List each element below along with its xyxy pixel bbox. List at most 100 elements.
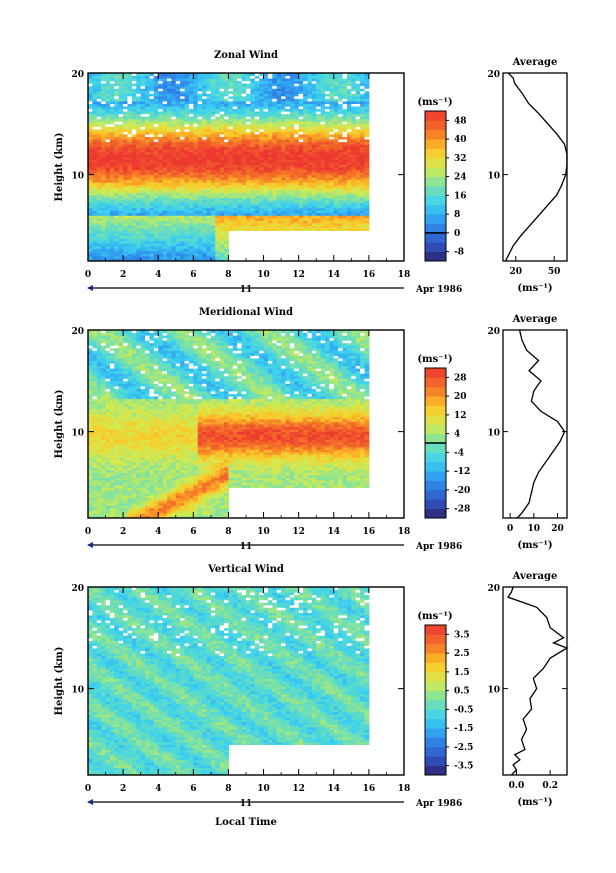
heatmap-cell xyxy=(272,103,278,107)
heatmap-cell xyxy=(153,240,159,244)
heatmap-cell xyxy=(259,103,265,107)
heatmap-cell xyxy=(136,156,142,160)
heatmap-cell xyxy=(92,202,98,206)
heatmap-cell xyxy=(294,177,300,181)
heatmap-cell xyxy=(267,116,273,120)
heatmap-cell xyxy=(114,220,120,224)
heatmap-cell xyxy=(118,222,124,226)
heatmap-cell xyxy=(342,167,348,171)
heatmap-cell xyxy=(303,133,308,138)
heatmap-cell xyxy=(210,194,216,198)
heatmap-cell xyxy=(228,189,234,193)
heatmap-cell xyxy=(162,156,168,160)
heatmap-cell xyxy=(206,200,212,204)
heatmap-cell xyxy=(364,177,370,181)
heatmap-cell xyxy=(158,253,164,257)
heatmap-cell xyxy=(333,95,339,99)
heatmap-cell xyxy=(206,235,212,239)
heatmap-cell xyxy=(228,100,234,104)
heatmap-cell xyxy=(96,235,102,239)
heatmap-cell xyxy=(254,217,260,221)
heatmap-cell xyxy=(311,141,317,145)
heatmap-cell xyxy=(272,215,278,219)
heatmap-cell xyxy=(360,164,365,168)
heatmap-cell xyxy=(241,182,247,186)
heatmap-cell xyxy=(109,88,115,92)
heatmap-cell xyxy=(206,78,212,82)
heatmap-cell xyxy=(167,95,172,99)
heatmap-cell xyxy=(197,207,203,211)
heatmap-cell xyxy=(109,210,115,214)
heatmap-cell xyxy=(259,225,265,229)
heatmap-cell xyxy=(197,164,203,168)
heatmap-cell xyxy=(325,205,330,209)
heatmap-cell xyxy=(175,258,181,262)
heatmap-cell xyxy=(149,215,155,219)
heatmap-cell xyxy=(237,123,243,127)
heatmap-cell xyxy=(346,174,352,178)
heatmap-cell xyxy=(311,184,317,188)
heatmap-cell xyxy=(153,207,159,211)
heatmap-cell xyxy=(215,118,221,122)
heatmap-cell xyxy=(101,146,107,150)
heatmap-cell xyxy=(184,182,190,186)
heatmap-cell xyxy=(355,116,361,120)
heatmap-cell xyxy=(232,167,238,171)
heatmap-cell xyxy=(162,179,168,183)
heatmap-cell xyxy=(228,78,234,82)
heatmap-cell xyxy=(101,373,107,377)
heatmap-cell xyxy=(307,131,313,135)
heatmap-cell xyxy=(101,106,107,110)
heatmap-cell xyxy=(92,418,98,422)
heatmap-cell xyxy=(316,103,322,107)
heatmap-cell xyxy=(355,93,361,97)
heatmap-cell xyxy=(193,136,199,140)
heatmap-cell xyxy=(338,194,344,198)
heatmap-cell xyxy=(145,245,150,249)
heatmap-cell xyxy=(325,139,330,143)
heatmap-cell xyxy=(145,248,150,252)
heatmap-cell xyxy=(228,164,234,168)
heatmap-cell xyxy=(351,90,357,94)
heatmap-cell xyxy=(206,258,212,262)
heatmap-cell xyxy=(232,131,238,135)
heatmap-cell xyxy=(92,174,98,178)
heatmap-cell xyxy=(109,497,115,501)
heatmap-cell xyxy=(342,227,348,232)
heatmap-cell xyxy=(171,248,177,252)
heatmap-cell xyxy=(289,177,295,181)
heatmap-cell xyxy=(158,151,164,155)
heatmap-cell xyxy=(140,139,146,143)
heatmap-cell xyxy=(162,149,168,153)
heatmap-cell xyxy=(88,398,93,402)
heatmap-cell xyxy=(162,75,168,79)
heatmap-cell xyxy=(118,500,124,504)
heatmap-cell xyxy=(267,161,273,165)
heatmap-cell xyxy=(272,75,278,79)
heatmap-cell xyxy=(114,250,120,254)
heatmap-cell xyxy=(228,215,234,219)
heatmap-cell xyxy=(145,80,150,84)
heatmap-cell xyxy=(127,144,133,148)
heatmap-cell xyxy=(184,80,190,84)
heatmap-cell xyxy=(202,126,207,130)
heatmap-cell xyxy=(210,139,216,143)
heatmap-cell xyxy=(109,429,115,433)
heatmap-cell xyxy=(96,355,102,359)
heatmap-cell xyxy=(158,126,164,130)
heatmap-cell xyxy=(180,212,186,216)
heatmap-cell xyxy=(333,161,339,165)
heatmap-cell xyxy=(188,126,194,130)
heatmap-cell xyxy=(311,73,317,77)
heatmap-cell xyxy=(307,121,313,125)
heatmap-cell xyxy=(351,167,357,171)
heatmap-cell xyxy=(307,123,313,127)
heatmap-cell xyxy=(289,194,295,198)
heatmap-cell xyxy=(202,212,207,216)
heatmap-cell xyxy=(127,177,133,181)
heatmap-cell xyxy=(329,210,335,214)
heatmap-cell xyxy=(88,113,93,117)
heatmap-cell xyxy=(259,121,265,125)
heatmap-cell xyxy=(180,156,186,160)
heatmap-cell xyxy=(101,469,107,473)
